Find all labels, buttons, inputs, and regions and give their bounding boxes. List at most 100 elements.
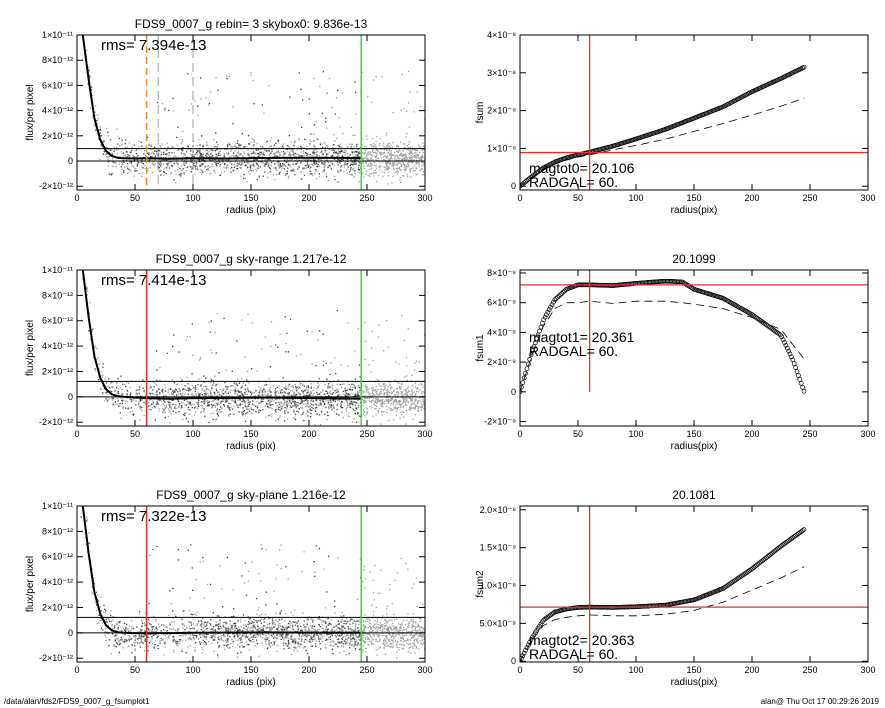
scatter-point: [387, 386, 389, 388]
scatter-point: [247, 408, 249, 411]
scatter-point: [225, 167, 228, 169]
scatter-point: [298, 166, 300, 168]
scatter-point: [198, 138, 200, 141]
scatter-point: [316, 154, 318, 156]
scatter-point: [413, 155, 416, 157]
scatter-point: [141, 175, 143, 177]
scatter-point: [416, 156, 418, 159]
scatter-point: [347, 166, 349, 168]
scatter-point: [354, 412, 357, 415]
scatter-point: [405, 164, 407, 166]
scatter-point: [353, 158, 355, 160]
scatter-point: [97, 114, 99, 116]
scatter-point: [126, 156, 128, 158]
scatter-point: [389, 167, 391, 169]
scatter-point: [349, 406, 352, 409]
scatter-point: [223, 154, 225, 156]
scatter-point: [363, 158, 365, 160]
scatter-point: [150, 144, 152, 146]
scatter-point: [163, 153, 165, 155]
scatter-point: [401, 155, 403, 157]
scatter-point: [297, 147, 299, 149]
scatter-point: [416, 387, 418, 390]
scatter-point: [138, 401, 140, 403]
scatter-point: [415, 163, 417, 165]
scatter-point: [329, 392, 331, 394]
scatter-point: [316, 406, 318, 409]
scatter-point: [388, 419, 390, 422]
scatter-point: [362, 409, 365, 411]
scatter-point: [173, 179, 175, 181]
scatter-point: [385, 391, 387, 393]
scatter-point: [381, 400, 383, 402]
scatter-point: [337, 149, 339, 151]
scatter-point: [290, 386, 292, 388]
scatter-point: [228, 395, 230, 397]
scatter-point: [322, 71, 324, 73]
scatter-point: [174, 404, 176, 406]
scatter-point: [298, 403, 300, 405]
scatter-point: [355, 401, 357, 404]
curve-marker: [776, 331, 782, 337]
scatter-point: [415, 360, 418, 362]
curve-marker: [520, 384, 524, 390]
scatter-point: [297, 404, 299, 407]
scatter-point: [152, 164, 154, 166]
scatter-point: [277, 346, 279, 348]
scatter-point: [339, 383, 342, 386]
scatter-point: [231, 408, 234, 410]
scatter-point: [131, 413, 133, 415]
scatter-point: [290, 402, 293, 404]
scatter-point: [215, 418, 217, 420]
scatter-point: [292, 163, 294, 165]
scatter-point: [328, 385, 330, 387]
scatter-point: [372, 390, 374, 393]
scatter-point: [313, 160, 315, 163]
scatter-point: [386, 163, 388, 165]
scatter-point: [239, 394, 241, 397]
scatter-point: [303, 394, 305, 397]
scatter-point: [416, 388, 419, 390]
scatter-point: [377, 157, 379, 159]
scatter-point: [349, 404, 351, 406]
scatter-point: [169, 411, 171, 413]
scatter-point: [330, 386, 332, 388]
scatter-point: [172, 403, 174, 406]
scatter-point: [250, 151, 252, 153]
scatter-point: [229, 392, 232, 394]
scatter-point: [148, 408, 150, 410]
scatter-point: [372, 394, 374, 396]
plot-area: [77, 35, 425, 190]
scatter-point: [188, 400, 190, 403]
scatter-point: [183, 399, 186, 401]
scatter-point: [114, 403, 116, 406]
curve-marker: [537, 328, 542, 334]
scatter-point: [88, 74, 91, 76]
scatter-point: [163, 409, 165, 411]
scatter-point: [211, 388, 213, 390]
scatter-point: [211, 406, 214, 408]
scatter-point: [326, 379, 328, 381]
scatter-point: [283, 402, 285, 404]
scatter-point: [92, 116, 94, 118]
scatter-point: [121, 161, 123, 163]
scatter-point: [334, 158, 336, 160]
scatter-point: [274, 392, 276, 394]
scatter-point: [359, 161, 361, 163]
scatter-point: [220, 395, 223, 397]
scatter-point: [400, 391, 403, 394]
scatter-point: [287, 159, 289, 161]
scatter-point: [331, 408, 333, 410]
scatter-point: [276, 386, 278, 389]
scatter-point: [354, 155, 356, 157]
scatter-point: [347, 404, 349, 406]
scatter-point: [365, 153, 367, 156]
scatter-point: [308, 113, 311, 115]
scatter-point: [184, 412, 186, 415]
scatter-point: [172, 393, 174, 395]
scatter-point: [343, 156, 345, 158]
scatter-point: [88, 330, 90, 332]
y-tick-label: 4×10⁻¹²: [42, 106, 73, 116]
scatter-point: [403, 154, 405, 157]
scatter-point: [238, 152, 240, 155]
